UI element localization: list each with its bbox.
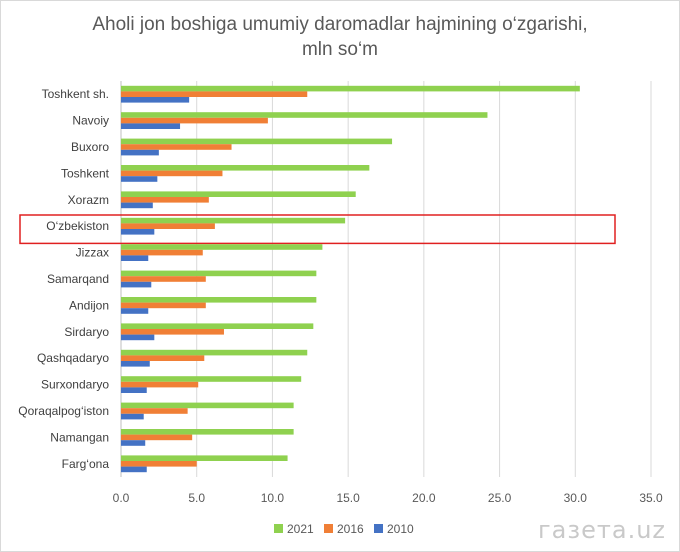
category-label: Qoraqalpog‘iston — [18, 404, 109, 418]
bar-2021 — [121, 349, 308, 356]
category-label: Jizzax — [76, 246, 109, 260]
bar-2016 — [121, 461, 197, 467]
bar-2010 — [121, 308, 149, 314]
bar-2021 — [121, 217, 346, 224]
bar-2021 — [121, 429, 294, 435]
x-tick-label: 0.0 — [113, 491, 130, 505]
bar-2021 — [121, 455, 288, 461]
category-label: Xorazm — [68, 193, 109, 207]
x-tick-label: 15.0 — [336, 491, 360, 505]
bar-2010 — [121, 202, 153, 209]
legend-swatch-2021 — [274, 524, 283, 533]
category-label: Toshkent — [61, 166, 110, 180]
bar-2016 — [121, 91, 308, 97]
legend-label: 2016 — [337, 522, 364, 536]
bar-2021 — [121, 376, 302, 382]
bar-2021 — [121, 270, 317, 277]
bar-2010 — [121, 361, 150, 367]
bar-2016 — [121, 197, 209, 203]
bar-2010 — [121, 413, 144, 420]
legend-label: 2010 — [387, 522, 414, 536]
bar-2021 — [121, 297, 317, 303]
bar-2010 — [121, 176, 158, 182]
bar-2021 — [121, 112, 488, 118]
x-tick-label: 35.0 — [639, 491, 663, 505]
bar-2016 — [121, 170, 223, 177]
x-tick-label: 10.0 — [261, 491, 285, 505]
watermark-logo: газета.uz — [538, 516, 666, 544]
category-label: Navoiy — [72, 114, 109, 128]
bar-2010 — [121, 440, 146, 446]
bar-2016 — [121, 276, 206, 282]
bar-2010 — [121, 255, 149, 261]
bar-2016 — [121, 249, 203, 256]
bar-2016 — [121, 223, 215, 229]
bar-2021 — [121, 402, 294, 409]
bar-2010 — [121, 97, 190, 103]
x-tick-label: 20.0 — [412, 491, 436, 505]
bar-2016 — [121, 355, 205, 361]
bar-2010 — [121, 123, 181, 129]
category-label: Buxoro — [71, 140, 109, 154]
bar-2010 — [121, 149, 159, 156]
bar-2010 — [121, 229, 155, 235]
category-label: O‘zbekiston — [46, 219, 109, 233]
bar-2016 — [121, 144, 232, 150]
category-label: Samarqand — [47, 272, 109, 286]
bar-2010 — [121, 281, 152, 288]
bar-2016 — [121, 117, 268, 124]
highlight-box — [19, 214, 616, 245]
category-label: Farg‘ona — [62, 457, 110, 471]
category-label: Toshkent sh. — [42, 87, 109, 101]
bar-2021 — [121, 85, 580, 92]
bar-2016 — [121, 381, 199, 388]
bar-2010 — [121, 387, 147, 393]
x-tick-label: 25.0 — [488, 491, 512, 505]
x-tick-label: 30.0 — [564, 491, 588, 505]
bar-2021 — [121, 138, 393, 145]
category-label: Qashqadaryo — [37, 351, 109, 365]
legend-label: 2021 — [287, 522, 314, 536]
bar-2021 — [121, 191, 356, 197]
chart-title-line-2: mln so‘m — [301, 39, 378, 60]
chart-title-line-1: Aholi jon boshiga umumiy daromadlar hajm… — [92, 14, 588, 35]
bar-2021 — [121, 244, 323, 250]
legend-swatch-2016 — [324, 524, 333, 533]
chart-title: Aholi jon boshiga umumiy daromadlar hajm… — [0, 12, 680, 62]
bar-2016 — [121, 434, 193, 441]
bar-2010 — [121, 466, 147, 473]
bar-2010 — [121, 334, 155, 341]
bar-2021 — [121, 323, 314, 329]
x-tick-label: 5.0 — [188, 491, 205, 505]
bar-2016 — [121, 408, 188, 414]
legend-swatch-2010 — [374, 524, 383, 533]
category-label: Sirdaryo — [64, 325, 109, 339]
bar-2016 — [121, 329, 224, 335]
category-label: Andijon — [69, 298, 109, 312]
category-label: Namangan — [50, 430, 109, 444]
bar-2016 — [121, 302, 206, 309]
category-label: Surxondaryo — [41, 378, 109, 392]
bar-2021 — [121, 165, 370, 171]
